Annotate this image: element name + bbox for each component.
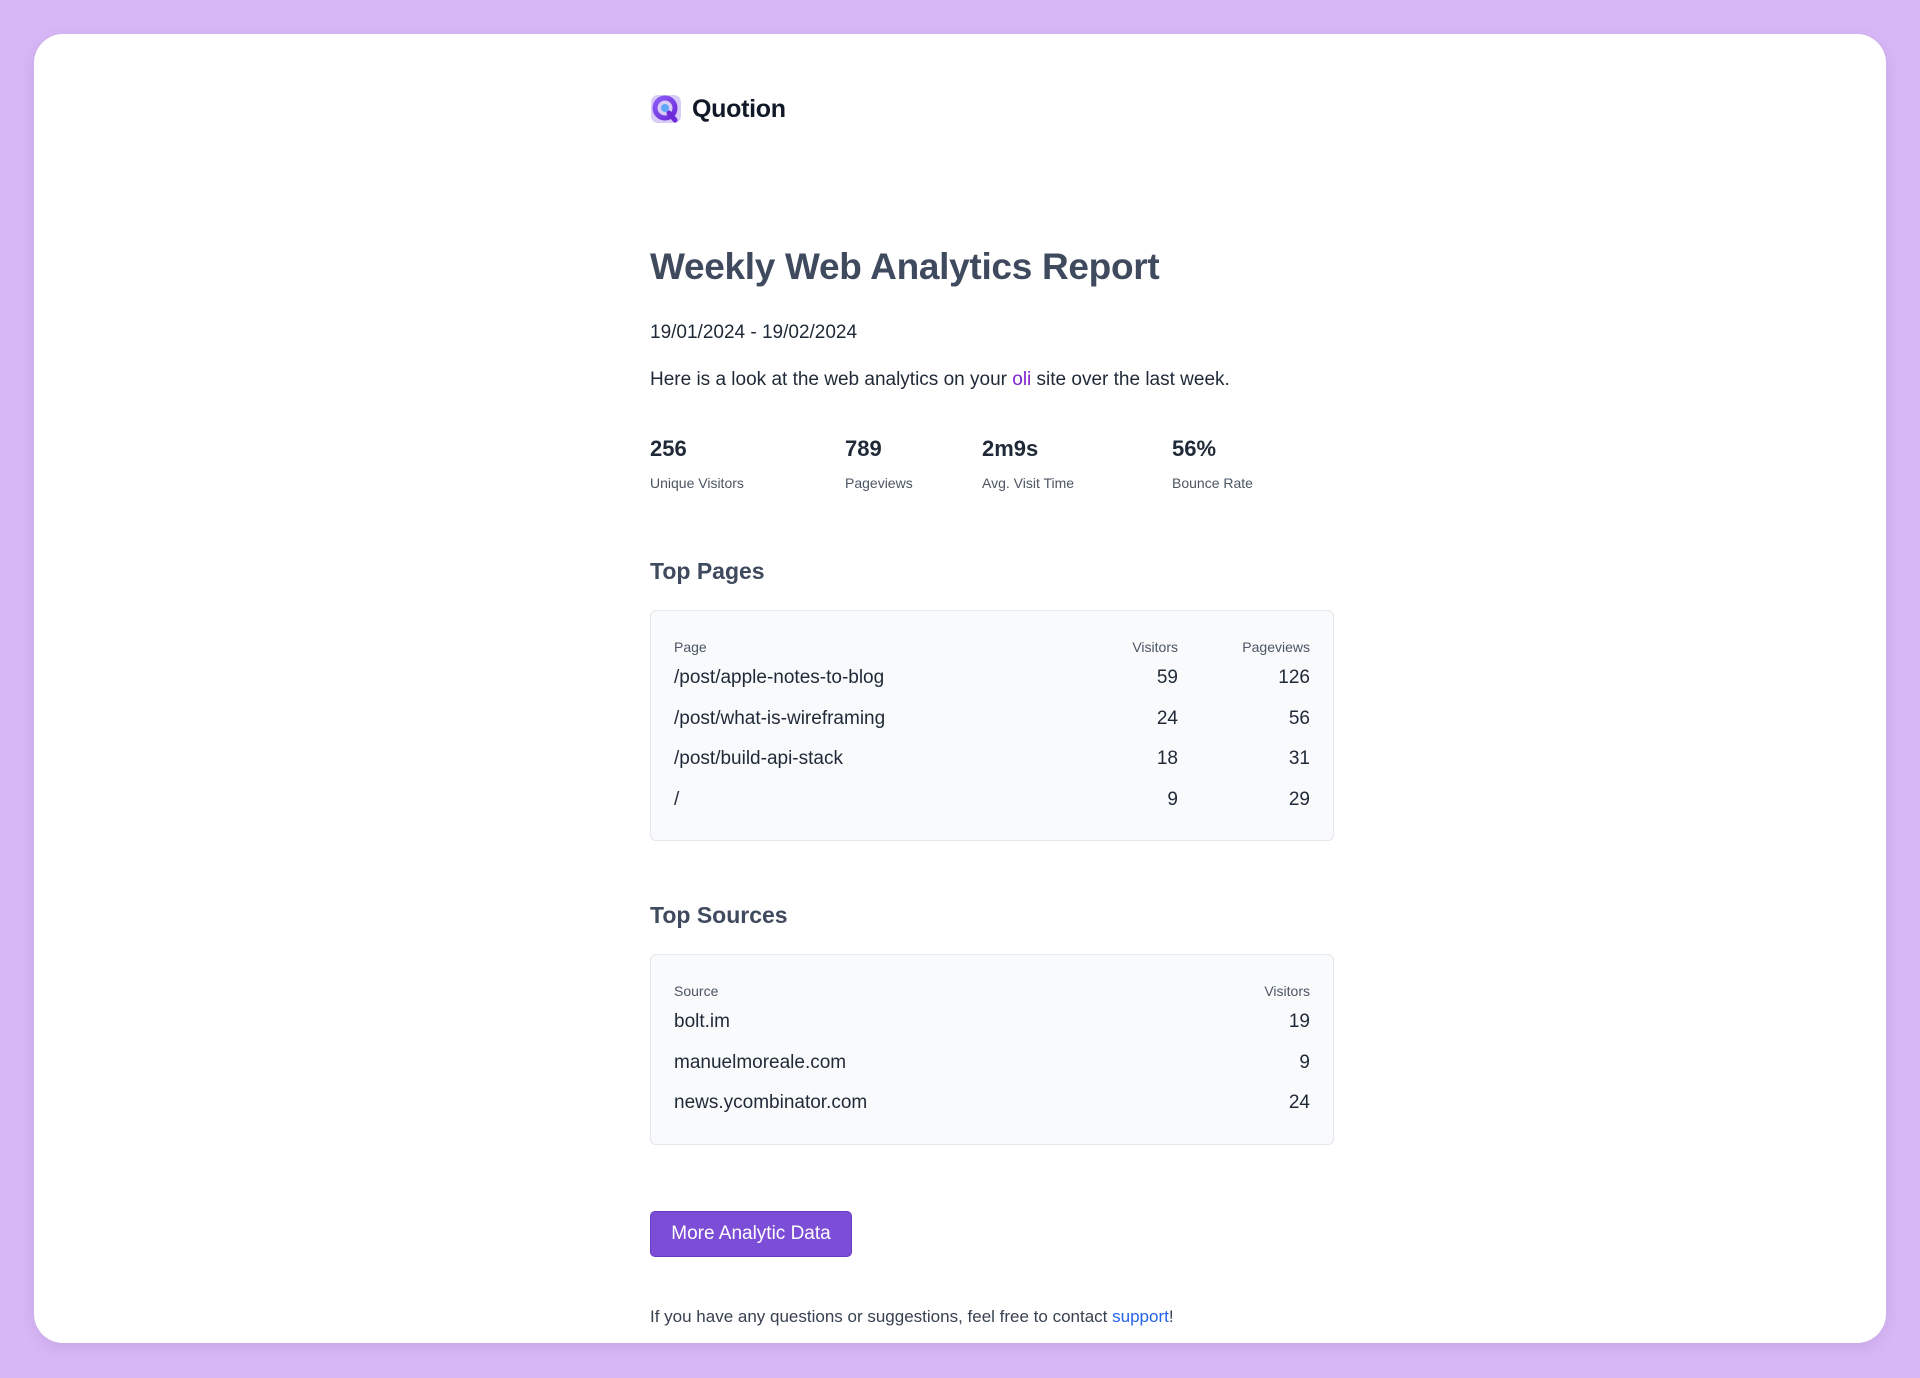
stat-unique-visitors: 256 Unique Visitors bbox=[650, 436, 744, 491]
site-name-link[interactable]: oli bbox=[1012, 369, 1032, 390]
report-date-range: 19/01/2024 - 19/02/2024 bbox=[650, 322, 858, 343]
top-sources-table: Source Visitors bolt.im 19 manuelmoreale… bbox=[674, 980, 1310, 1124]
stat-label: Unique Visitors bbox=[650, 475, 744, 491]
table-row: news.ycombinator.com 24 bbox=[674, 1083, 1310, 1124]
stat-pageviews: 789 Pageviews bbox=[845, 436, 913, 491]
page-path: /post/build-api-stack bbox=[674, 748, 843, 770]
page-path: /post/apple-notes-to-blog bbox=[674, 667, 885, 689]
table-header-row: Page Visitors Pageviews bbox=[674, 636, 1310, 658]
report-intro: Here is a look at the web analytics on y… bbox=[650, 369, 1230, 391]
page-pageviews: 56 bbox=[1288, 707, 1310, 729]
page-pageviews: 29 bbox=[1288, 788, 1310, 810]
top-pages-table: Page Visitors Pageviews /post/apple-note… bbox=[674, 636, 1310, 820]
source-visitors: 24 bbox=[1288, 1092, 1310, 1114]
column-header-pageviews: Pageviews bbox=[1242, 639, 1310, 655]
footer-note: If you have any questions or suggestions… bbox=[650, 1307, 1174, 1327]
top-sources-title: Top Sources bbox=[650, 902, 788, 928]
stat-value: 2m9s bbox=[982, 436, 1039, 461]
brand-header: Quotion bbox=[650, 90, 786, 128]
page-visitors: 18 bbox=[1156, 748, 1178, 770]
top-sources-panel: Source Visitors bolt.im 19 manuelmoreale… bbox=[650, 954, 1334, 1145]
intro-text-after: site over the last week. bbox=[1031, 369, 1230, 390]
table-header-row: Source Visitors bbox=[674, 980, 1310, 1002]
brand-name: Quotion bbox=[692, 94, 786, 123]
stat-value: 789 bbox=[845, 436, 882, 461]
stat-label: Avg. Visit Time bbox=[982, 475, 1075, 491]
column-header-source: Source bbox=[674, 983, 719, 999]
footer-text-before: If you have any questions or suggestions… bbox=[650, 1307, 1113, 1326]
page-visitors: 9 bbox=[1167, 788, 1178, 810]
stat-label: Pageviews bbox=[845, 475, 913, 491]
email-card: Quotion Weekly Web Analytics Report 19/0… bbox=[34, 34, 1886, 1343]
column-header-page: Page bbox=[674, 639, 707, 655]
page-path: /post/what-is-wireframing bbox=[674, 707, 886, 729]
page-visitors: 24 bbox=[1156, 707, 1178, 729]
table-row: / 9 29 bbox=[674, 780, 1310, 821]
column-header-visitors: Visitors bbox=[1132, 639, 1178, 655]
page-pageviews: 126 bbox=[1278, 667, 1310, 689]
stat-label: Bounce Rate bbox=[1172, 475, 1253, 491]
top-pages-panel: Page Visitors Pageviews /post/apple-note… bbox=[650, 610, 1334, 841]
source-visitors: 9 bbox=[1299, 1051, 1310, 1073]
page-pageviews: 31 bbox=[1288, 748, 1310, 770]
stat-bounce-rate: 56% Bounce Rate bbox=[1172, 436, 1253, 491]
page-path: / bbox=[674, 788, 680, 810]
table-row: /post/build-api-stack 18 31 bbox=[674, 739, 1310, 780]
support-link[interactable]: support bbox=[1112, 1307, 1169, 1326]
intro-text-before: Here is a look at the web analytics on y… bbox=[650, 369, 1013, 390]
footer-text-after: ! bbox=[1168, 1307, 1174, 1326]
table-row: manuelmoreale.com 9 bbox=[674, 1043, 1310, 1084]
report-title: Weekly Web Analytics Report bbox=[650, 246, 1160, 287]
quotion-logo-icon bbox=[651, 95, 681, 123]
stat-value: 56% bbox=[1172, 436, 1217, 461]
column-header-visitors: Visitors bbox=[1264, 983, 1310, 999]
stat-avg-visit-time: 2m9s Avg. Visit Time bbox=[982, 436, 1074, 491]
table-row: /post/apple-notes-to-blog 59 126 bbox=[674, 658, 1310, 699]
source-name: manuelmoreale.com bbox=[674, 1051, 847, 1073]
source-name: bolt.im bbox=[674, 1011, 730, 1033]
table-row: bolt.im 19 bbox=[674, 1002, 1310, 1043]
stat-value: 256 bbox=[650, 436, 687, 461]
top-pages-title: Top Pages bbox=[650, 558, 765, 584]
source-name: news.ycombinator.com bbox=[674, 1092, 868, 1114]
more-analytic-data-button[interactable]: More Analytic Data bbox=[650, 1211, 852, 1257]
table-row: /post/what-is-wireframing 24 56 bbox=[674, 699, 1310, 740]
page-visitors: 59 bbox=[1156, 667, 1178, 689]
source-visitors: 19 bbox=[1288, 1011, 1310, 1033]
